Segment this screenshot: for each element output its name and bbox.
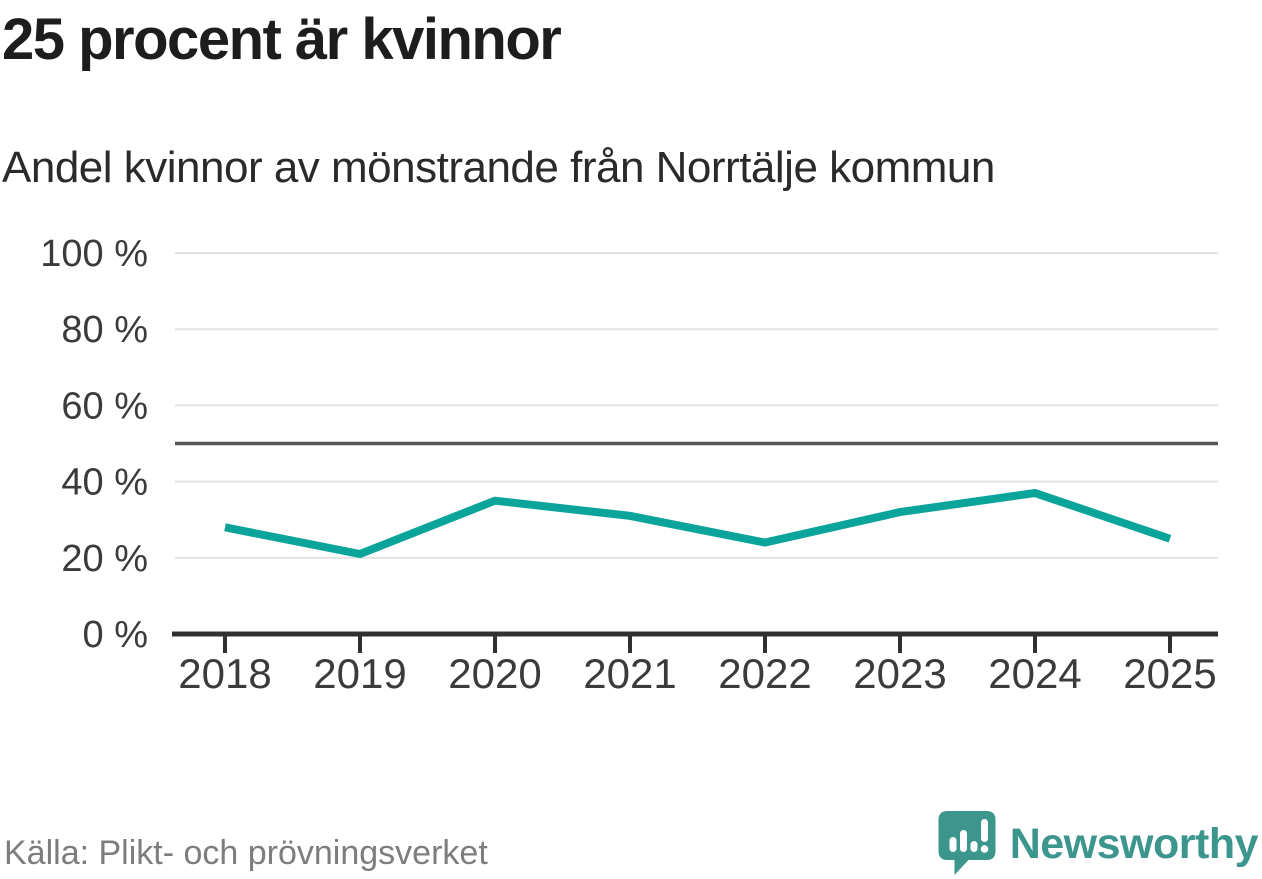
x-tick-label: 2025 (1123, 650, 1216, 697)
x-tick-label: 2021 (583, 650, 676, 697)
y-tick-label: 40 % (61, 462, 148, 504)
logo-exclamation-stem (980, 819, 988, 842)
line-chart: 0 % 20 % 40 % 60 % 80 % 100 % 2018 2019 2020 2021… (0, 220, 1262, 720)
y-tick-label: 100 % (40, 233, 148, 275)
logo-bar-3 (970, 841, 978, 852)
x-tick-label: 2018 (178, 650, 271, 697)
logo-bar-2 (959, 830, 967, 852)
x-tick-label: 2023 (853, 650, 946, 697)
y-tick-label: 20 % (61, 538, 148, 580)
x-tick-label: 2022 (718, 650, 811, 697)
chart-subtitle: Andel kvinnor av mönstrande från Norrtäl… (2, 143, 995, 192)
newsworthy-logo: Newsworthy (938, 811, 1259, 877)
data-line (224, 488, 1172, 559)
newsworthy-logo-icon (938, 811, 996, 875)
x-tick-label: 2019 (313, 650, 406, 697)
x-tick-label: 2024 (988, 650, 1081, 697)
x-tick-label: 2020 (448, 650, 541, 697)
source-text: Källa: Plikt- och prövningsverket (4, 834, 488, 872)
y-tick-label: 0 % (83, 614, 148, 656)
line-chart-canvas: 0 % 20 % 40 % 60 % 80 % 100 % 2018 2019 2020 2021… (40, 233, 1218, 697)
y-tick-label: 60 % (61, 385, 148, 427)
newsworthy-wordmark: Newsworthy (1009, 820, 1259, 868)
chart-title: 25 procent är kvinnor (2, 7, 562, 72)
y-tick-label: 80 % (61, 309, 148, 351)
logo-exclamation-dot (980, 845, 989, 853)
logo-bar-1 (949, 837, 957, 852)
